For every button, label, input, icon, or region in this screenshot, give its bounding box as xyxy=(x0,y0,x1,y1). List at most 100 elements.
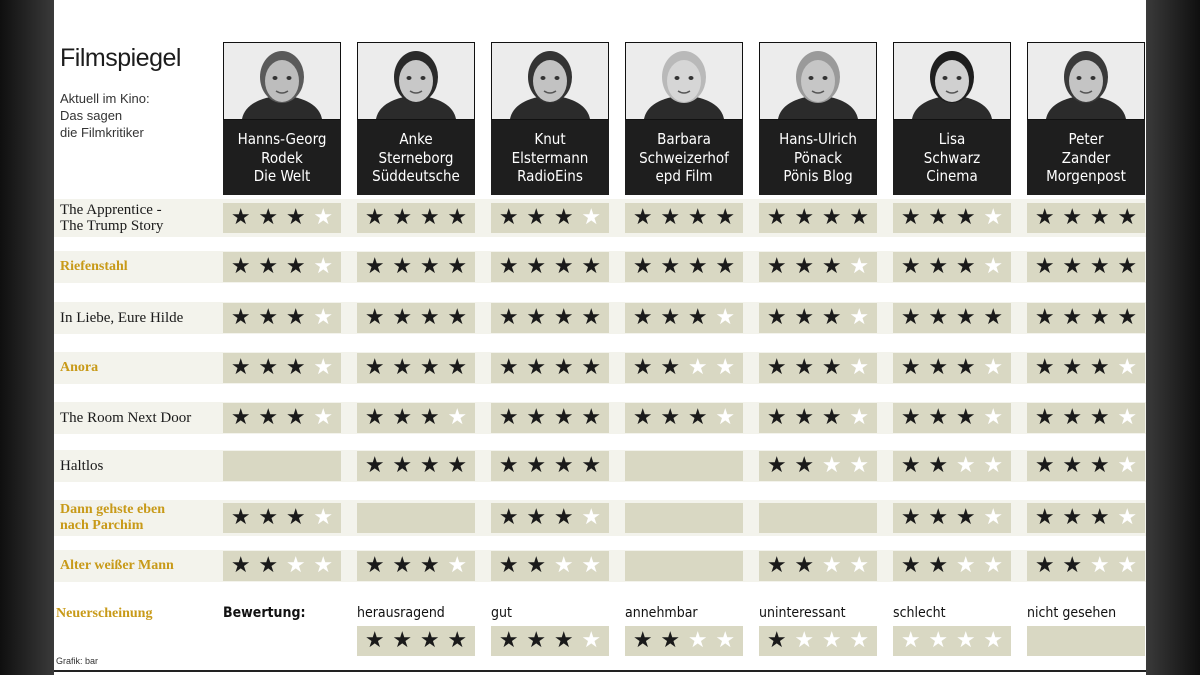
star-icon: ★ xyxy=(392,405,413,430)
star-icon: ★ xyxy=(230,254,251,279)
star-icon: ★ xyxy=(526,553,547,578)
rating-cell: ★ ★ ★ ★ xyxy=(893,503,1011,533)
star-icon: ★ xyxy=(1117,305,1138,330)
critic-name: Sterneborg xyxy=(378,148,454,167)
film-title: The Room Next Door xyxy=(60,410,191,426)
star-icon: ★ xyxy=(687,355,708,380)
critic-name: Rodek xyxy=(261,148,303,167)
rating-cell: ★ ★ ★ ★ xyxy=(1027,252,1145,282)
star-icon: ★ xyxy=(419,205,440,230)
star-icon: ★ xyxy=(364,305,385,330)
graphic-credit: Grafik: bar xyxy=(56,656,99,666)
star-icon: ★ xyxy=(392,355,413,380)
star-icon: ★ xyxy=(258,505,279,530)
star-icon: ★ xyxy=(498,355,519,380)
critic-name: Hanns-Georg xyxy=(237,130,327,148)
star-icon: ★ xyxy=(419,254,440,279)
star-icon: ★ xyxy=(258,205,279,230)
star-icon: ★ xyxy=(900,305,921,330)
star-icon: ★ xyxy=(553,305,574,330)
star-icon: ★ xyxy=(1034,505,1055,530)
star-icon: ★ xyxy=(392,254,413,279)
star-icon: ★ xyxy=(715,305,736,330)
critic-photo-illustration xyxy=(1028,43,1144,119)
rating-cell: ★ ★ ★ ★ xyxy=(759,353,877,383)
star-icon: ★ xyxy=(230,355,251,380)
star-icon: ★ xyxy=(447,355,468,380)
star-icon: ★ xyxy=(1062,453,1083,478)
star-icon: ★ xyxy=(230,205,251,230)
star-icon: ★ xyxy=(230,305,251,330)
star-icon: ★ xyxy=(1117,553,1138,578)
rating-cell xyxy=(223,451,341,481)
subtitle-line: Aktuell im Kino: xyxy=(60,91,150,106)
page-subtitle: Aktuell im Kino: Das sagen die Filmkriti… xyxy=(60,90,150,141)
star-icon: ★ xyxy=(983,254,1004,279)
rating-cell: ★ ★ ★ ★ xyxy=(759,303,877,333)
star-icon: ★ xyxy=(900,628,921,653)
star-icon: ★ xyxy=(928,405,949,430)
critic-photo xyxy=(491,42,609,120)
film-title: Alter weißer Mann xyxy=(60,558,174,574)
rating-cell: ★ ★ ★ ★ xyxy=(1027,353,1145,383)
star-icon: ★ xyxy=(928,505,949,530)
star-icon: ★ xyxy=(447,254,468,279)
star-icon: ★ xyxy=(498,628,519,653)
star-icon: ★ xyxy=(1089,505,1110,530)
critic-outlet: RadioEins xyxy=(517,167,583,185)
star-icon: ★ xyxy=(364,405,385,430)
rating-cell: ★ ★ ★ ★ xyxy=(893,203,1011,233)
rating-cell: ★ ★ ★ ★ xyxy=(893,252,1011,282)
legend-item-label: schlecht xyxy=(893,605,946,621)
rating-cell xyxy=(357,503,475,533)
star-icon: ★ xyxy=(313,355,334,380)
star-icon: ★ xyxy=(766,553,787,578)
star-icon: ★ xyxy=(1117,505,1138,530)
legend-item-label: annehmbar xyxy=(625,605,698,621)
star-icon: ★ xyxy=(498,254,519,279)
rating-cell: ★ ★ ★ ★ xyxy=(491,403,609,433)
rating-cell: ★ ★ ★ ★ xyxy=(357,252,475,282)
rating-cell: ★ ★ ★ ★ xyxy=(625,353,743,383)
star-icon: ★ xyxy=(821,205,842,230)
star-icon: ★ xyxy=(313,205,334,230)
rating-cell: ★ ★ ★ ★ xyxy=(223,503,341,533)
star-icon: ★ xyxy=(258,355,279,380)
star-icon: ★ xyxy=(447,553,468,578)
critic-column: Knut Elstermann RadioEins xyxy=(491,42,609,195)
film-title-line: Riefenstahl xyxy=(60,259,128,274)
rating-cell: ★ ★ ★ ★ xyxy=(893,303,1011,333)
star-icon: ★ xyxy=(849,553,870,578)
star-icon: ★ xyxy=(1062,305,1083,330)
film-title: In Liebe, Eure Hilde xyxy=(60,310,183,326)
star-icon: ★ xyxy=(447,405,468,430)
star-icon: ★ xyxy=(258,254,279,279)
critic-nameplate: Hans-Ulrich Pönack Pönis Blog xyxy=(759,120,877,195)
star-icon: ★ xyxy=(955,305,976,330)
star-icon: ★ xyxy=(419,355,440,380)
star-icon: ★ xyxy=(900,254,921,279)
star-icon: ★ xyxy=(632,628,653,653)
star-icon: ★ xyxy=(419,405,440,430)
star-icon: ★ xyxy=(632,205,653,230)
star-icon: ★ xyxy=(794,453,815,478)
critic-photo-illustration xyxy=(894,43,1010,119)
rating-cell: ★ ★ ★ ★ xyxy=(625,403,743,433)
rating-cell: ★ ★ ★ ★ xyxy=(625,203,743,233)
star-icon: ★ xyxy=(553,628,574,653)
star-icon: ★ xyxy=(983,628,1004,653)
legend-item-label: herausragend xyxy=(357,605,445,621)
critic-outlet: Morgenpost xyxy=(1046,167,1126,185)
star-icon: ★ xyxy=(581,254,602,279)
star-icon: ★ xyxy=(258,405,279,430)
film-title-line: Dann gehste eben xyxy=(60,502,166,517)
star-icon: ★ xyxy=(766,453,787,478)
star-icon: ★ xyxy=(794,628,815,653)
star-icon: ★ xyxy=(313,305,334,330)
star-icon: ★ xyxy=(900,453,921,478)
critic-column: Barbara Schweizerhof epd Film xyxy=(625,42,743,195)
star-icon: ★ xyxy=(526,355,547,380)
star-icon: ★ xyxy=(715,628,736,653)
star-icon: ★ xyxy=(660,305,681,330)
star-icon: ★ xyxy=(230,505,251,530)
